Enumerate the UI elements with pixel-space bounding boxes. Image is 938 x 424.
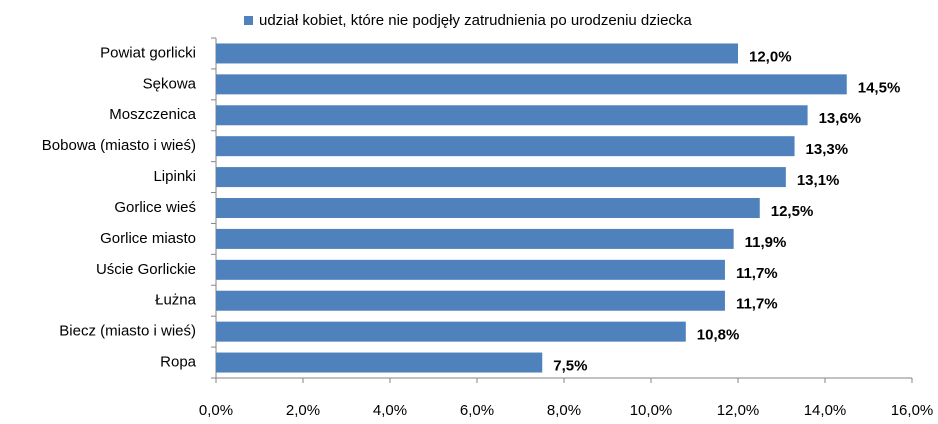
legend-label: udział kobiet, które nie podjęły zatrudn… [259, 12, 692, 29]
x-tick-label: 6,0% [460, 402, 494, 419]
bar [216, 198, 760, 218]
x-tick-label: 2,0% [286, 402, 320, 419]
legend-swatch [244, 16, 253, 25]
value-label: 12,0% [749, 48, 792, 65]
value-label: 11,9% [745, 234, 787, 251]
y-tick-label: Moszczenica [109, 106, 196, 123]
y-tick-label: Lipinki [153, 168, 196, 185]
bar [216, 74, 847, 95]
bar [216, 167, 786, 188]
bar [216, 321, 686, 342]
bar [216, 43, 738, 64]
bar [216, 352, 543, 373]
value-label: 11,7% [736, 296, 778, 313]
value-label: 11,7% [736, 265, 778, 282]
value-label: 10,8% [697, 327, 740, 344]
x-tick-label: 8,0% [547, 402, 581, 419]
x-tick-label: 0,0% [199, 402, 233, 419]
bar [216, 105, 808, 126]
y-tick-label: Bobowa (miasto i wieś) [42, 137, 196, 154]
y-tick-label: Uście Gorlickie [96, 261, 196, 278]
y-tick-label: Gorlice miasto [100, 230, 196, 247]
bar [216, 228, 734, 249]
y-tick-label: Biecz (miasto i wieś) [59, 323, 196, 340]
x-tick-label: 14,0% [804, 402, 847, 419]
x-tick-label: 10,0% [630, 402, 673, 419]
y-tick-label: Ropa [160, 354, 197, 371]
value-label: 14,5% [858, 79, 901, 96]
bar [216, 136, 795, 157]
x-tick-label: 16,0% [891, 402, 934, 419]
y-tick-label: Łużna [155, 292, 197, 309]
value-label: 13,1% [797, 172, 840, 189]
value-label: 12,5% [771, 203, 814, 220]
x-tick-label: 12,0% [717, 402, 760, 419]
y-tick-label: Gorlice wieś [114, 199, 196, 216]
value-label: 7,5% [553, 358, 587, 375]
bar [216, 259, 725, 280]
bar [216, 290, 725, 311]
y-tick-label: Powiat gorlicki [100, 44, 196, 61]
x-tick-label: 4,0% [373, 402, 407, 419]
y-tick-label: Sękowa [143, 75, 197, 92]
value-label: 13,3% [806, 141, 849, 158]
value-label: 13,6% [819, 110, 862, 127]
